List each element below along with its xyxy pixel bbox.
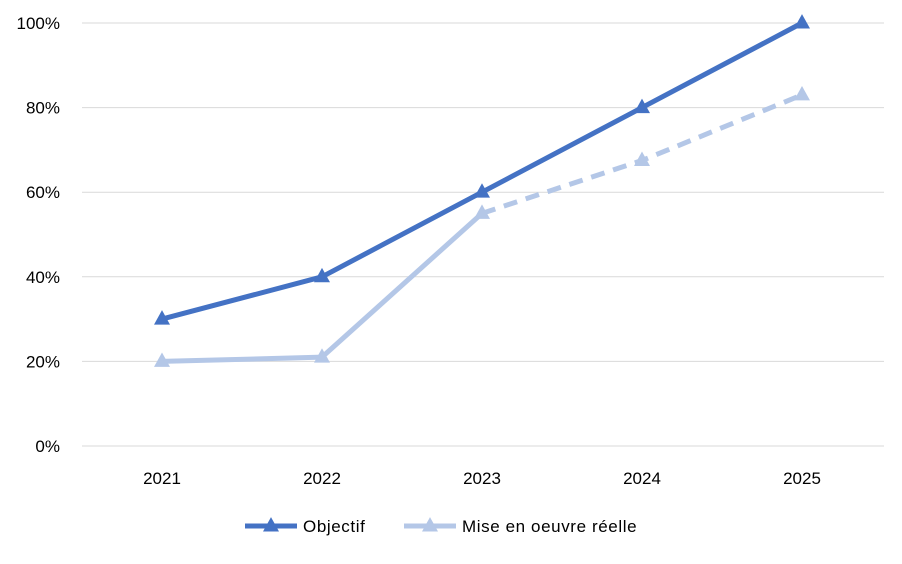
series-line-solid [161, 211, 484, 364]
y-tick-label: 40% [26, 268, 60, 287]
data-point-marker [154, 310, 170, 325]
series-layer [154, 14, 810, 367]
legend-label: Objectif [303, 517, 365, 536]
y-tick-label: 100% [17, 14, 60, 33]
legend-marker [422, 517, 438, 532]
x-tick-label: 2023 [463, 469, 501, 488]
y-tick-label: 20% [26, 352, 60, 371]
x-tick-label: 2022 [303, 469, 341, 488]
legend-label: Mise en oeuvre réelle [462, 517, 637, 536]
series-line-solid [161, 20, 804, 322]
data-point-marker [154, 352, 170, 367]
data-point-marker [794, 85, 810, 101]
data-point-marker [314, 348, 330, 363]
grid-layer [82, 22, 884, 447]
series-2 [154, 85, 810, 367]
legend: Objectif Mise en oeuvre réelle [245, 517, 637, 536]
data-point-marker [474, 183, 490, 198]
y-tick-label: 80% [26, 99, 60, 118]
x-tick-label: 2025 [783, 469, 821, 488]
data-point-marker [634, 98, 650, 114]
legend-marker [263, 517, 279, 532]
data-point-marker [634, 151, 650, 166]
x-tick-label: 2021 [143, 469, 181, 488]
y-axis-ticks: 0% 20% 40% 60% 80% 100% [17, 14, 60, 456]
x-axis-ticks: 2021 2022 2023 2024 2025 [143, 469, 821, 488]
y-tick-label: 60% [26, 183, 60, 202]
data-point-marker [794, 14, 810, 29]
legend-item-1: Objectif [245, 517, 365, 536]
legend-item-2: Mise en oeuvre réelle [404, 517, 637, 536]
data-point-marker [314, 267, 330, 283]
y-tick-label: 0% [35, 437, 60, 456]
x-tick-label: 2024 [623, 469, 661, 488]
data-point-marker [474, 204, 490, 219]
series-1 [154, 14, 810, 325]
